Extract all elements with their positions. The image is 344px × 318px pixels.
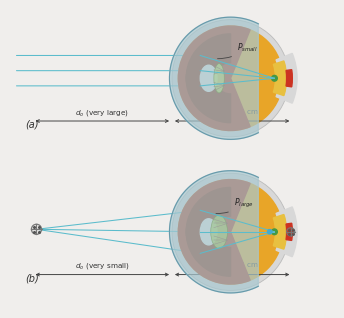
Text: (b): (b)	[25, 273, 39, 284]
Ellipse shape	[200, 65, 217, 91]
Wedge shape	[186, 74, 218, 104]
Text: $d_i$ = 2.00 cm: $d_i$ = 2.00 cm	[212, 261, 259, 271]
Wedge shape	[194, 87, 230, 123]
Wedge shape	[178, 26, 250, 130]
Text: $d_o$ (very small): $d_o$ (very small)	[75, 261, 130, 271]
Text: $P_{small}$: $P_{small}$	[217, 41, 258, 59]
Wedge shape	[186, 206, 218, 236]
Polygon shape	[170, 171, 258, 293]
Wedge shape	[286, 70, 292, 87]
Wedge shape	[194, 187, 230, 223]
Wedge shape	[178, 180, 250, 284]
Text: $d_i$ = 2.00 cm: $d_i$ = 2.00 cm	[212, 107, 259, 118]
Circle shape	[178, 26, 283, 130]
Wedge shape	[286, 223, 292, 240]
Wedge shape	[276, 53, 297, 103]
Circle shape	[268, 230, 272, 234]
Wedge shape	[273, 215, 287, 249]
Wedge shape	[276, 207, 297, 257]
Polygon shape	[170, 17, 258, 139]
Text: $d_o$ (very large): $d_o$ (very large)	[75, 108, 129, 118]
Wedge shape	[194, 34, 230, 69]
Circle shape	[172, 20, 289, 137]
Circle shape	[272, 229, 277, 235]
Ellipse shape	[200, 219, 217, 245]
Wedge shape	[273, 61, 287, 96]
Ellipse shape	[211, 215, 227, 249]
Wedge shape	[194, 241, 230, 276]
Ellipse shape	[214, 64, 224, 93]
Text: $P_{large}$: $P_{large}$	[216, 197, 254, 214]
Text: (a): (a)	[25, 120, 38, 130]
Circle shape	[172, 173, 289, 290]
Wedge shape	[186, 228, 218, 257]
Wedge shape	[186, 53, 218, 82]
Circle shape	[272, 75, 277, 81]
Circle shape	[178, 180, 283, 284]
